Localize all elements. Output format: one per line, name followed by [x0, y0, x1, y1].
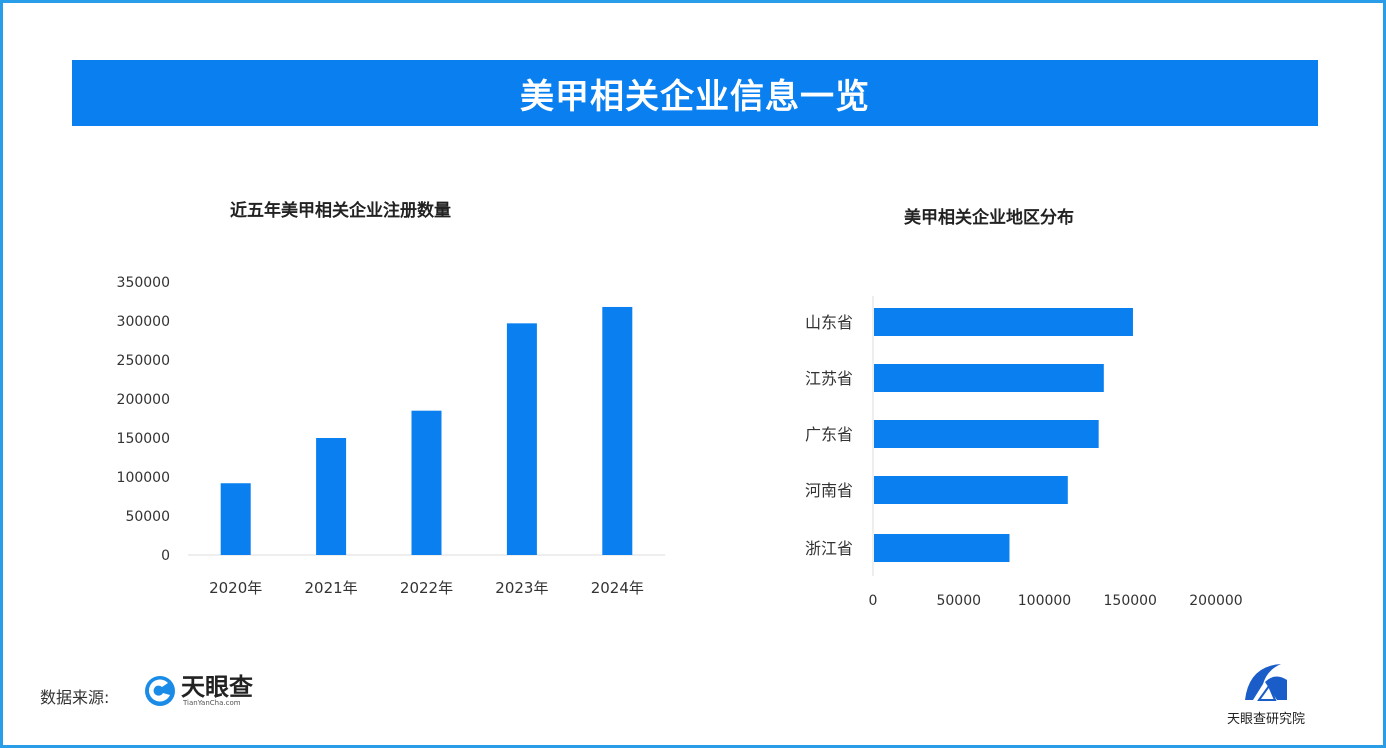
y-tick-label: 山东省: [805, 313, 853, 332]
y-tick-label: 0: [161, 548, 170, 564]
left-chart-title: 近五年美甲相关企业注册数量: [230, 201, 451, 221]
source-logo-url: TianYanCha.com: [183, 699, 241, 707]
x-tick-label: 0: [869, 593, 878, 609]
bar-江苏省: [874, 364, 1104, 392]
bar-浙江省: [874, 534, 1010, 562]
page-title: 美甲相关企业信息一览: [72, 60, 1318, 126]
bar-2024年: [602, 306, 633, 555]
institute-logo: 天眼查研究院: [1226, 660, 1306, 727]
y-tick-label: 浙江省: [805, 539, 853, 558]
y-tick-label: 江苏省: [805, 369, 853, 388]
bar-河南省: [874, 476, 1068, 504]
x-tick-label: 2022年: [400, 579, 453, 597]
bar-广东省: [874, 420, 1099, 448]
institute-logo-text: 天眼查研究院: [1226, 712, 1305, 727]
y-tick-label: 250000: [117, 353, 170, 369]
y-tick-label: 150000: [117, 431, 170, 447]
y-tick-label: 100000: [117, 470, 170, 486]
right-chart-title: 美甲相关企业地区分布: [904, 208, 1074, 228]
x-tick-label: 150000: [1104, 593, 1157, 609]
bar-2020年: [220, 483, 251, 555]
y-tick-label: 200000: [117, 392, 170, 408]
y-tick-label: 350000: [117, 275, 170, 291]
x-tick-label: 2020年: [209, 579, 262, 597]
tianyancha-logo-icon: [145, 676, 175, 706]
institute-logo-icon: [1245, 664, 1287, 701]
y-tick-label: 河南省: [805, 481, 853, 500]
bar-2022年: [411, 410, 442, 555]
x-tick-label: 200000: [1189, 593, 1242, 609]
x-tick-label: 2024年: [591, 579, 644, 597]
source-logo-text: 天眼查: [181, 673, 253, 701]
y-tick-label: 300000: [117, 314, 170, 330]
bar-2021年: [316, 438, 347, 555]
tianyancha-logo: 天眼查 TianYanCha.com: [143, 674, 253, 708]
x-tick-label: 2021年: [305, 579, 358, 597]
x-tick-label: 50000: [936, 593, 981, 609]
x-tick-label: 2023年: [495, 579, 548, 597]
bar-山东省: [874, 308, 1133, 336]
y-tick-label: 50000: [125, 509, 170, 525]
x-tick-label: 100000: [1018, 593, 1071, 609]
registration-bar-chart: 0 50000 100000 150000 200000 250000 300000 3500…: [117, 275, 665, 597]
source-label: 数据来源:: [40, 688, 110, 707]
bar-2023年: [506, 323, 537, 555]
y-tick-label: 广东省: [805, 425, 853, 444]
